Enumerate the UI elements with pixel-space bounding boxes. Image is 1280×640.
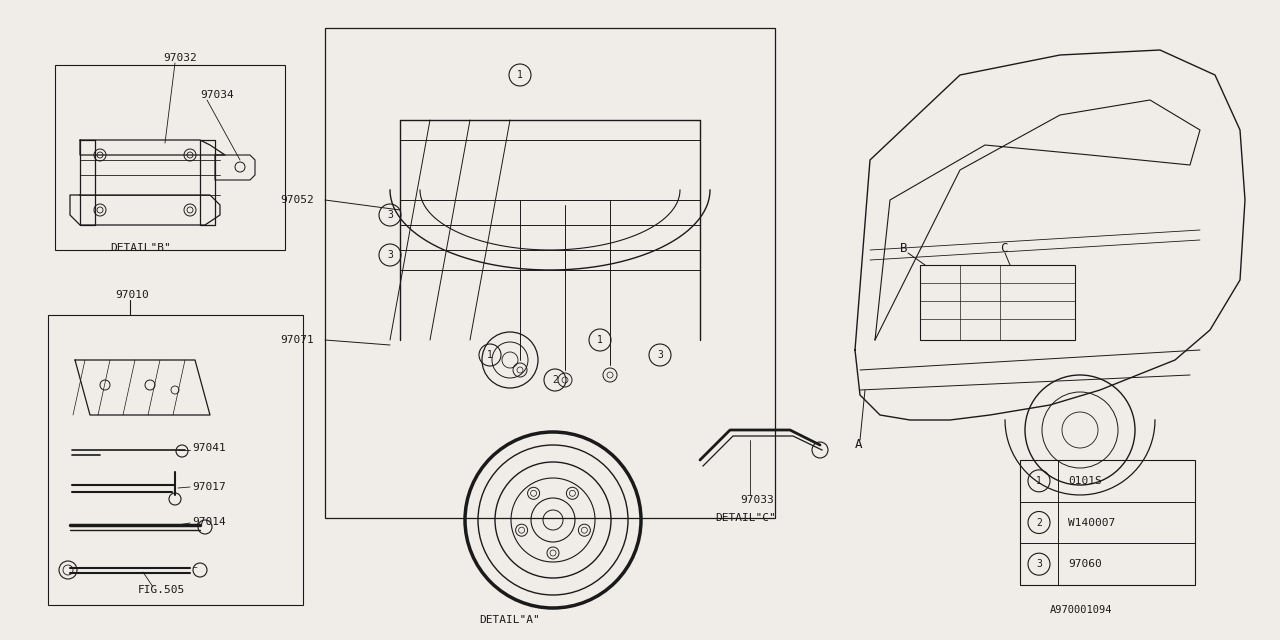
Text: 1: 1 [517,70,524,80]
Text: 3: 3 [387,250,393,260]
Text: 97033: 97033 [740,495,773,505]
Text: DETAIL"C": DETAIL"C" [716,513,776,523]
Bar [49,315,303,605]
Bar [55,65,285,250]
Text: 97052: 97052 [280,195,314,205]
Text: 3: 3 [1036,559,1042,569]
Text: ─: ─ [192,565,196,571]
Text: A: A [855,438,863,451]
Text: 1: 1 [596,335,603,345]
Bar [325,28,774,518]
Text: 97032: 97032 [163,53,197,63]
Text: DETAIL"A": DETAIL"A" [480,615,540,625]
Bar [920,265,1075,340]
Text: 97017: 97017 [192,482,225,492]
Text: 97034: 97034 [200,90,234,100]
Text: 0101S: 0101S [1068,476,1102,486]
Text: 97071: 97071 [280,335,314,345]
Text: B: B [900,241,908,255]
Bar [1020,460,1196,585]
Text: C: C [1000,241,1007,255]
Text: 1: 1 [1036,476,1042,486]
Text: 97041: 97041 [192,443,225,453]
Text: A970001094: A970001094 [1050,605,1112,615]
Text: 2: 2 [552,375,558,385]
Text: 97060: 97060 [1068,559,1102,569]
Text: 97014: 97014 [192,517,225,527]
Text: 3: 3 [657,350,663,360]
Text: W140007: W140007 [1068,518,1115,527]
Text: 3: 3 [387,210,393,220]
Text: 2: 2 [1036,518,1042,527]
Text: 97010: 97010 [115,290,148,300]
Text: 1: 1 [488,350,493,360]
Text: FIG.505: FIG.505 [138,585,186,595]
Text: DETAIL"B": DETAIL"B" [110,243,170,253]
